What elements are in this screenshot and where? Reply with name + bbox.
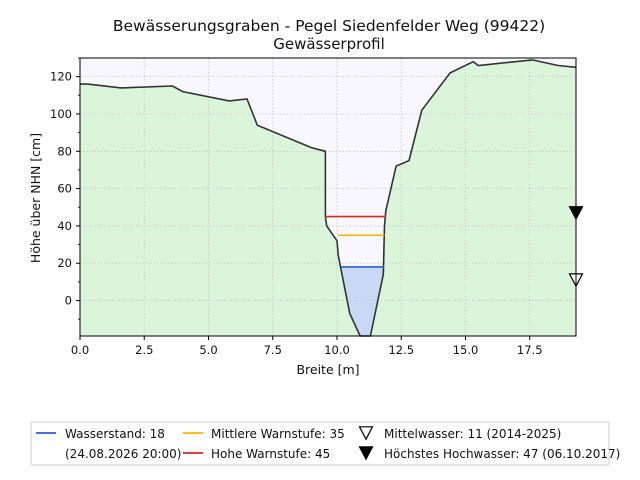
y-tick-label: 80 [57, 144, 72, 158]
legend-mean-water-marker [358, 426, 374, 441]
y-tick-label: 40 [57, 219, 72, 233]
x-tick-label: 15.0 [453, 343, 479, 357]
water-area [340, 267, 384, 336]
x-tick-label: 10.0 [324, 343, 350, 357]
plot-area: 0.0 2.5 5.0 7.5 10.0 12.5 15.0 17.5 0 20 40 60 80 100… [50, 57, 584, 357]
y-tick-label: 0 [65, 294, 72, 308]
x-axis-label: Breite [m] [296, 362, 359, 377]
legend-mid-label: Mittlere Warnstufe: 35 [211, 427, 345, 441]
x-tick-label: 2.5 [135, 343, 153, 357]
legend-mean-water-label: Mittelwasser: 11 (2014-2025) [384, 427, 561, 441]
y-tick-label: 100 [50, 107, 72, 121]
x-tick-label: 0.0 [71, 343, 89, 357]
y-axis-label: Höhe über NHN [cm] [28, 133, 43, 263]
ground-area [80, 59, 576, 337]
y-tick-label: 60 [57, 182, 72, 196]
y-tick-label: 120 [50, 70, 72, 84]
y-tick-label: 20 [57, 256, 72, 270]
legend-highest-flood-label: Höchstes Hochwasser: 47 (06.10.2017) [384, 447, 620, 461]
x-tick-label: 5.0 [199, 343, 217, 357]
x-tick-label: 17.5 [517, 343, 543, 357]
grid [79, 58, 576, 336]
x-tick-label: 7.5 [264, 343, 282, 357]
chart-title: Bewässerungsgraben - Pegel Siedenfelder … [113, 17, 545, 35]
legend-high-label: Hohe Warnstufe: 45 [211, 447, 330, 461]
legend-highest-flood-marker [358, 446, 374, 461]
chart-subtitle: Gewässerprofil [273, 35, 385, 53]
profile-line [80, 59, 577, 337]
legend-water-date: (24.08.2026 20:00) [65, 447, 181, 461]
x-tick-label: 12.5 [388, 343, 414, 357]
legend-water-label: Wasserstand: 18 [65, 427, 165, 441]
y-axis-ticks: 0 20 40 60 80 100 120 [50, 57, 80, 320]
axes-frame [79, 57, 577, 337]
legend-box [30, 421, 610, 466]
legend: Wasserstand: 18 (24.08.2026 20:00) Mittler… [30, 421, 620, 466]
x-axis-ticks: 0.0 2.5 5.0 7.5 10.0 12.5 15.0 17.5 [71, 336, 543, 357]
